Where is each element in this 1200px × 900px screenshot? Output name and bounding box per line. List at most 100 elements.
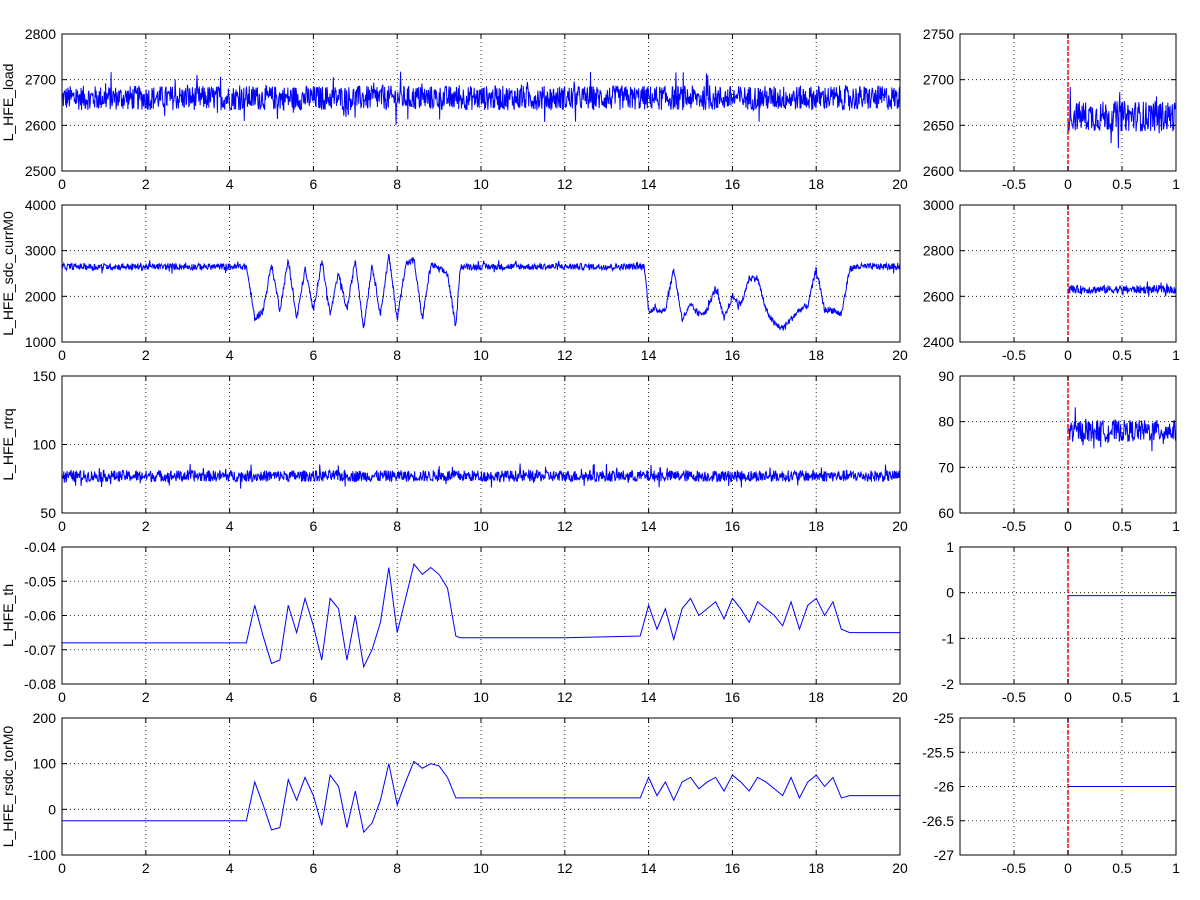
- panel-main-1-xtick-label-2: 4: [226, 347, 234, 363]
- panel-zoom-3: -0.5 0 0.5 1 -2 -1 0 1: [942, 539, 1181, 705]
- panel-main-2-xtick-label-9: 18: [808, 518, 824, 534]
- panel-main-1-xtick-label-5: 10: [473, 347, 489, 363]
- panel-zoom-3-xtick-label-3: 1: [1172, 689, 1180, 705]
- panel-main-0-xtick-label-4: 8: [393, 176, 401, 192]
- panel-zoom-1-ytick-label-2: 2800: [923, 243, 954, 259]
- panel-zoom-0-ytick-label-2: 2700: [923, 72, 954, 88]
- panel-main-3: 0 2 4 6 8 10 12 14 16 18 20 -0.08 -0.07 -0.06 -0.05 -0.…: [0, 539, 908, 705]
- panel-main-3-series-0: [62, 563, 900, 669]
- panel-zoom-3-xtick-label-0: -0.5: [1002, 689, 1026, 705]
- panel-main-1-xtick-label-0: 0: [58, 347, 66, 363]
- panel-main-3-xtick-label-4: 8: [393, 689, 401, 705]
- panel-zoom-1-ytick-label-3: 3000: [923, 197, 954, 213]
- panel-main-3-xtick-label-3: 6: [310, 689, 318, 705]
- panel-zoom-2-ytick-label-2: 80: [938, 414, 954, 430]
- panel-main-1-xtick-label-9: 18: [808, 347, 824, 363]
- panel-main-4-xtick-label-10: 20: [892, 860, 908, 876]
- panel-main-0-xtick-label-7: 14: [641, 176, 657, 192]
- panel-zoom-2-ytick-label-0: 60: [938, 505, 954, 521]
- panel-main-4-ytick-label-2: 100: [33, 756, 57, 772]
- panel-main-2-xtick-label-10: 20: [892, 518, 908, 534]
- panel-zoom-2-xtick-label-3: 1: [1172, 518, 1180, 534]
- panel-main-2-ytick-label-1: 100: [33, 437, 57, 453]
- panel-main-4-ytick-label-3: 200: [33, 710, 57, 726]
- panel-zoom-0-ytick-label-0: 2600: [923, 163, 954, 179]
- panel-main-3-xtick-label-1: 2: [142, 689, 150, 705]
- panel-main-0-ytick-label-0: 2500: [25, 163, 56, 179]
- panel-main-3-ylabel: L_HFE_th: [0, 584, 16, 647]
- panel-main-1-ytick-label-2: 3000: [25, 243, 56, 259]
- panel-zoom-0-series-0: [1067, 87, 1176, 149]
- panel-zoom-3-ytick-label-0: -2: [942, 676, 955, 692]
- panel-main-2-xtick-label-5: 10: [473, 518, 489, 534]
- panel-zoom-2-series-0: [1067, 407, 1176, 452]
- panel-zoom-0: -0.5 0 0.5 1 2600 2650 2700 2750: [923, 26, 1180, 192]
- panel-main-2-xtick-label-1: 2: [142, 518, 150, 534]
- panel-main-4-xtick-label-2: 4: [226, 860, 234, 876]
- panel-zoom-0-ytick-label-3: 2750: [923, 26, 954, 42]
- panel-main-1-ytick-label-1: 2000: [25, 288, 56, 304]
- panel-main-3-xtick-label-2: 4: [226, 689, 234, 705]
- panel-zoom-4-ytick-label-0: -27: [934, 847, 954, 863]
- panel-zoom-4-ytick-label-3: -25.5: [922, 744, 954, 760]
- panel-zoom-4-xtick-label-2: 0.5: [1112, 860, 1132, 876]
- panel-main-3-ytick-label-1: -0.07: [24, 642, 56, 658]
- panel-zoom-1-xtick-label-0: -0.5: [1002, 347, 1026, 363]
- panel-main-3-xtick-label-7: 14: [641, 689, 657, 705]
- panel-main-4-series-0: [62, 760, 900, 834]
- panel-main-3-xtick-label-6: 12: [557, 689, 573, 705]
- panel-zoom-1-ytick-label-0: 2400: [923, 334, 954, 350]
- panel-main-0-xtick-label-6: 12: [557, 176, 573, 192]
- panel-zoom-1-xtick-label-2: 0.5: [1112, 347, 1132, 363]
- panel-main-2-xtick-label-3: 6: [310, 518, 318, 534]
- panel-main-3-xtick-label-8: 16: [725, 689, 741, 705]
- panel-zoom-3-ytick-label-3: 1: [946, 539, 954, 555]
- panel-main-1-xtick-label-7: 14: [641, 347, 657, 363]
- panel-zoom-2: -0.5 0 0.5 1 60 70 80 90: [938, 368, 1180, 534]
- panel-zoom-2-xtick-label-2: 0.5: [1112, 518, 1132, 534]
- panel-main-1-xtick-label-8: 16: [725, 347, 741, 363]
- panel-main-2-xtick-label-7: 14: [641, 518, 657, 534]
- panel-main-1-xtick-label-3: 6: [310, 347, 318, 363]
- panel-zoom-3-ytick-label-2: 0: [946, 585, 954, 601]
- panel-main-1-xtick-label-10: 20: [892, 347, 908, 363]
- panel-main-0: 0 2 4 6 8 10 12 14 16 18 20 2500 2600 2700 2800 L_HFE_l…: [0, 26, 908, 192]
- panel-zoom-1-series-0: [1067, 281, 1176, 297]
- panel-zoom-4: -0.5 0 0.5 1 -27 -26.5 -26 -25.5 -25: [922, 710, 1180, 876]
- panel-main-4-xtick-label-4: 8: [393, 860, 401, 876]
- panel-main-2-ylabel: L_HFE_rtrq: [0, 408, 16, 480]
- panel-main-0-xtick-label-10: 20: [892, 176, 908, 192]
- panel-main-3-ytick-label-2: -0.06: [24, 608, 56, 624]
- panel-main-0-xtick-label-5: 10: [473, 176, 489, 192]
- panel-main-1: 0 2 4 6 8 10 12 14 16 18 20 1000 2000 3000 4000 L_HFE_s…: [0, 197, 908, 363]
- panel-main-3-ytick-label-0: -0.08: [24, 676, 56, 692]
- panel-main-4: 0 2 4 6 8 10 12 14 16 18 20-1000100200L_HFE_rsdc_t…: [0, 710, 908, 876]
- panel-zoom-2-ytick-label-3: 90: [938, 368, 954, 384]
- panel-main-3-ytick-label-4: -0.04: [24, 539, 56, 555]
- panel-main-2-ytick-label-0: 50: [40, 505, 56, 521]
- panel-main-3-xtick-label-0: 0: [58, 689, 66, 705]
- panel-main-4-xtick-label-8: 16: [725, 860, 741, 876]
- panel-zoom-3-ytick-label-1: -1: [942, 630, 955, 646]
- panel-main-4-ylabel: L_HFE_rsdc_torM0: [0, 726, 16, 848]
- panel-main-3-xtick-label-10: 20: [892, 689, 908, 705]
- panel-zoom-0-xtick-label-2: 0.5: [1112, 176, 1132, 192]
- panel-zoom-4-ytick-label-1: -26.5: [922, 813, 954, 829]
- panel-main-0-xtick-label-1: 2: [142, 176, 150, 192]
- panel-main-0-xtick-label-8: 16: [725, 176, 741, 192]
- panel-main-4-xtick-label-7: 14: [641, 860, 657, 876]
- panel-zoom-3-xtick-label-1: 0: [1064, 689, 1072, 705]
- panel-main-0-ytick-label-2: 2700: [25, 72, 56, 88]
- panel-main-4-xtick-label-6: 12: [557, 860, 573, 876]
- panel-main-2: 0 2 4 6 8 10 12 14 16 18 20 50 100 150 L_HFE_rtrq: [0, 368, 908, 534]
- panel-main-2-xtick-label-2: 4: [226, 518, 234, 534]
- panel-main-0-ylabel: L_HFE_load: [0, 64, 16, 142]
- panel-zoom-0-ytick-label-1: 2650: [923, 117, 954, 133]
- panel-main-4-xtick-label-5: 10: [473, 860, 489, 876]
- panel-zoom-1: -0.5 0 0.5 1 2400 2600 2800 3000: [923, 197, 1180, 363]
- panel-main-4-ytick-label-0: -100: [28, 847, 56, 863]
- panel-main-3-ytick-label-3: -0.05: [24, 573, 56, 589]
- panel-main-4-ytick-label-1: 0: [48, 801, 56, 817]
- panel-zoom-0-xtick-label-1: 0: [1064, 176, 1072, 192]
